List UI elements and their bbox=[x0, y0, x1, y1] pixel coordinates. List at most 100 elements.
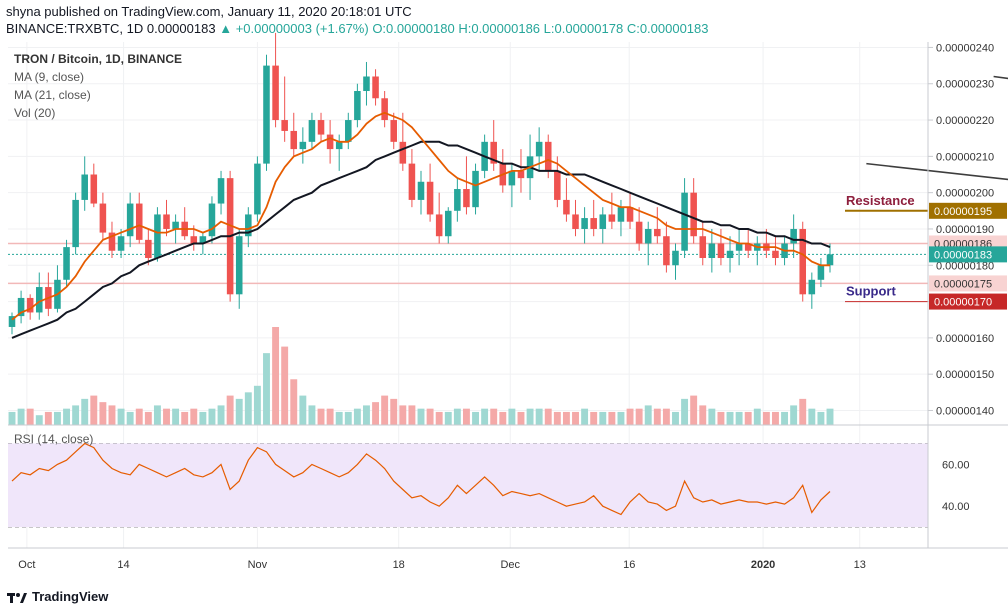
candle-body bbox=[126, 203, 134, 237]
volume-bar bbox=[799, 398, 807, 425]
y-tick-label: 0.00000240 bbox=[936, 42, 994, 54]
rsi-tick-label: 40.00 bbox=[942, 501, 970, 513]
candle-body bbox=[608, 214, 616, 222]
volume-bar bbox=[617, 411, 625, 425]
current-price-label-bg bbox=[929, 246, 1007, 263]
volume-bar bbox=[363, 405, 370, 425]
price-change: +0.00000003 (+1.67%) bbox=[235, 21, 369, 36]
symbol-info-bar: BINANCE:TRXBTC, 1D 0.00000183 ▲ +0.00000… bbox=[6, 21, 709, 36]
volume-bar bbox=[53, 411, 61, 425]
candle-body bbox=[99, 203, 107, 233]
candle-body bbox=[154, 214, 161, 259]
volume-bar bbox=[608, 411, 616, 425]
volume-bar bbox=[172, 408, 180, 425]
candle-body bbox=[290, 130, 298, 150]
x-tick-label: Dec bbox=[500, 559, 520, 571]
volume-bar bbox=[44, 411, 52, 425]
volume-bar bbox=[108, 405, 116, 425]
ma21-line bbox=[11, 140, 831, 339]
volume-bar bbox=[490, 408, 498, 425]
volume-bar bbox=[599, 411, 607, 425]
candle-body bbox=[35, 287, 43, 313]
candle-body bbox=[208, 203, 216, 237]
candle-body bbox=[335, 141, 343, 150]
candle-body bbox=[17, 297, 25, 317]
volume-bar bbox=[8, 411, 16, 425]
volume-bar bbox=[426, 408, 434, 425]
y-tick-label: 0.00000200 bbox=[936, 188, 994, 200]
candle-body bbox=[26, 297, 34, 313]
volume-bar bbox=[517, 411, 525, 425]
volume-bar bbox=[308, 405, 316, 425]
candle-body bbox=[72, 199, 79, 248]
volume-bar bbox=[217, 405, 225, 425]
volume-bar bbox=[717, 411, 725, 425]
volume-bar bbox=[644, 405, 652, 425]
candle-body bbox=[245, 214, 252, 237]
candle-body bbox=[681, 192, 688, 251]
candle-body bbox=[90, 174, 98, 204]
volume-bar bbox=[353, 408, 361, 425]
ma9-line bbox=[11, 111, 830, 321]
candle-body bbox=[744, 243, 752, 251]
mid-price-label-bg bbox=[929, 275, 1007, 292]
candle-body bbox=[490, 141, 497, 164]
volume-bar bbox=[226, 395, 234, 425]
volume-bar bbox=[590, 411, 598, 425]
volume-bar bbox=[335, 411, 343, 425]
publish-info: shyna published on TradingView.com, Janu… bbox=[6, 4, 412, 19]
volume-bar bbox=[635, 408, 643, 425]
x-tick-label: 13 bbox=[854, 559, 866, 571]
candle-body bbox=[572, 214, 579, 229]
volume-bar bbox=[281, 346, 289, 425]
candle-body bbox=[544, 141, 552, 171]
volume-bar bbox=[681, 398, 689, 425]
candle-body bbox=[599, 214, 607, 229]
ma9-legend[interactable]: MA (9, close) bbox=[14, 70, 85, 84]
volume-bar bbox=[381, 395, 389, 425]
volume-bar bbox=[263, 353, 270, 425]
candle-body bbox=[644, 228, 652, 244]
y-tick-label: 0.00000140 bbox=[936, 405, 994, 417]
volume-bar bbox=[453, 408, 461, 425]
resistance-annotation: Resistance bbox=[846, 193, 915, 208]
y-tick-label: 0.00000230 bbox=[936, 79, 994, 91]
candle-body bbox=[672, 250, 679, 266]
candle-body bbox=[117, 236, 125, 251]
candle-body bbox=[435, 214, 443, 237]
ma21-legend[interactable]: MA (21, close) bbox=[14, 88, 91, 102]
rsi-line bbox=[11, 442, 831, 516]
candle-body bbox=[81, 174, 88, 200]
volume-bar bbox=[581, 408, 589, 425]
volume-bar bbox=[144, 411, 152, 425]
candle-body bbox=[726, 250, 734, 259]
ohlc-high: H:0.00000186 bbox=[458, 21, 541, 36]
candle-body bbox=[454, 189, 461, 211]
volume-bar bbox=[526, 408, 534, 425]
volume-bar bbox=[417, 408, 425, 425]
volume-bar bbox=[135, 408, 143, 425]
candle-body bbox=[408, 163, 416, 200]
volume-bar bbox=[326, 408, 334, 425]
candle-body bbox=[463, 189, 470, 208]
volume-bar bbox=[535, 408, 543, 425]
volume-bar bbox=[808, 408, 816, 425]
footer-brand[interactable]: TradingView bbox=[6, 589, 108, 604]
change-arrow-up-icon: ▲ bbox=[219, 21, 233, 36]
rsi-legend[interactable]: RSI (14, close) bbox=[14, 432, 94, 446]
volume-bar bbox=[672, 411, 679, 425]
ohlc-close: C:0.00000183 bbox=[626, 21, 709, 36]
candle-body bbox=[444, 210, 452, 237]
volume-bar bbox=[190, 408, 198, 425]
volume-bar bbox=[372, 402, 380, 425]
volume-bar bbox=[99, 402, 107, 425]
candle-body bbox=[281, 120, 288, 131]
volume-bar bbox=[181, 411, 189, 425]
vol-legend[interactable]: Vol (20) bbox=[14, 106, 56, 120]
candle-body bbox=[817, 265, 825, 280]
current-price-label: 0.00000183 bbox=[934, 249, 992, 261]
volume-bar bbox=[253, 385, 261, 425]
volume-bar bbox=[553, 411, 561, 425]
support-price-label: 0.00000170 bbox=[934, 297, 992, 309]
